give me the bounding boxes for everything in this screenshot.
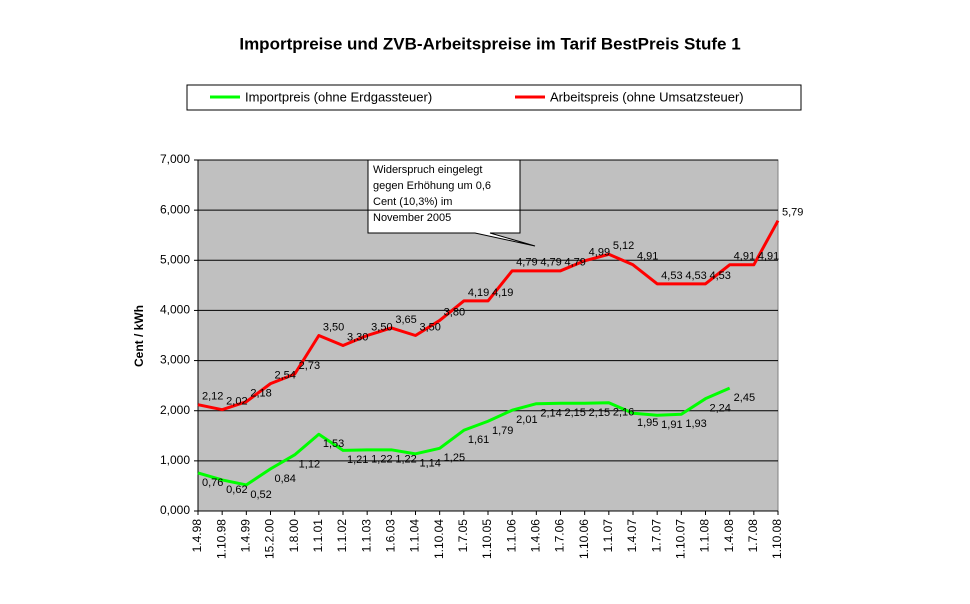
data-label: 4,53 [685,270,706,282]
data-label: 4,91 [734,251,755,263]
series-line [197,219,780,412]
x-tick-label: 1.1.02 [335,519,349,553]
x-tick-label: 1.1.07 [601,519,615,553]
data-label: 4,91 [758,251,779,263]
data-label: 3,50 [323,321,344,333]
data-label: 0,84 [275,473,296,485]
x-tick-label: 1.4.08 [722,519,736,553]
x-tick-label: 1.10.08 [770,519,784,559]
data-label: 1,61 [468,434,489,446]
y-tick-label: 3,000 [160,353,190,367]
data-label: 2,45 [734,392,755,404]
x-tick-label: 1.7.08 [746,519,760,553]
legend [186,84,802,111]
x-tick-label: 1.7.07 [649,519,663,553]
x-tick-label: 1.4.98 [190,519,204,553]
data-label: 1,93 [685,418,706,430]
y-axis-label: Cent / kWh [132,305,146,367]
y-tick-label: 1,000 [160,453,190,467]
data-label: 2,18 [250,388,271,400]
y-tick-label: 6,000 [160,202,190,216]
annotation-box [367,159,536,247]
data-label: 1,22 [395,454,416,466]
x-tick-label: 1.4.07 [625,519,639,553]
data-label: 1,21 [347,454,368,466]
x-tick-label: 1.1.08 [698,519,712,553]
data-label: 0,76 [202,477,223,489]
data-label: 0,62 [226,484,247,496]
series-line [197,386,731,487]
annotation-text: gegen Erhöhung um 0,6 [373,180,491,192]
y-tick-label: 5,000 [160,252,190,266]
x-tick-label: 1.7.05 [456,519,470,553]
x-tick-label: 1.6.03 [384,519,398,553]
annotation-text: Cent (10,3%) im [373,196,452,208]
data-label: 3,50 [420,321,441,333]
y-tick-label: 7,000 [160,152,190,166]
data-label: 3,50 [371,321,392,333]
data-label: 2,01 [516,414,537,426]
legend-label: Arbeitspreis (ohne Umsatzsteuer) [550,89,744,104]
data-label: 1,79 [492,425,513,437]
data-label: 4,79 [565,257,586,269]
data-label: 4,19 [468,287,489,299]
data-label: 4,91 [637,251,658,263]
data-label: 4,79 [540,257,561,269]
data-label: 3,80 [444,306,465,318]
data-label: 2,15 [589,407,610,419]
data-label: 2,54 [275,370,296,382]
x-tick-label: 1.1.06 [504,519,518,553]
data-label: 2,73 [299,360,320,372]
data-label: 4,19 [492,287,513,299]
x-tick-label: 1.1.04 [408,519,422,553]
x-tick-label: 1.4.99 [239,519,253,553]
x-tick-label: 15.2.00 [263,519,277,559]
x-tick-label: 1.10.06 [577,519,591,559]
chart-title: Importpreise und ZVB-Arbeitspreise im Ta… [239,34,740,53]
data-label: 2,02 [226,396,247,408]
data-label: 4,53 [661,270,682,282]
legend-label: Importpreis (ohne Erdgassteuer) [245,89,432,104]
annotation-text: Widerspruch eingelegt [373,164,482,176]
x-tick-label: 1.10.98 [214,519,228,559]
x-tick-label: 1.1.01 [311,519,325,553]
x-tick-label: 1.7.06 [553,519,567,553]
data-label: 5,79 [782,207,803,219]
data-label: 2,24 [710,403,731,415]
x-tick-label: 1.8.00 [287,519,301,553]
data-label: 1,53 [323,438,344,450]
data-label: 2,14 [540,408,561,420]
data-label: 2,12 [202,391,223,403]
data-label: 1,12 [299,459,320,471]
x-tick-label: 1.10.04 [432,519,446,559]
data-label: 3,30 [347,331,368,343]
y-tick-label: 4,000 [160,303,190,317]
data-label: 1,91 [661,419,682,431]
y-tick-label: 2,000 [160,403,190,417]
data-label: 1,25 [444,452,465,464]
annotation-text: November 2005 [373,212,451,224]
data-label: 2,15 [565,407,586,419]
data-label: 0,52 [250,489,271,501]
data-label: 4,79 [516,257,537,269]
data-label: 4,53 [710,270,731,282]
y-tick-label: 0,000 [160,503,190,517]
data-label: 3,65 [395,314,416,326]
data-label: 1,14 [420,458,441,470]
x-tick-label: 1.4.06 [529,519,543,553]
data-label: 5,12 [613,240,634,252]
data-label: 1,22 [371,454,392,466]
data-label: 2,16 [613,407,634,419]
x-tick-label: 1.10.07 [674,519,688,559]
x-tick-label: 1.1.03 [359,519,373,553]
x-tick-label: 1.10.05 [480,519,494,559]
data-label: 4,99 [589,247,610,259]
data-label: 1,95 [637,417,658,429]
